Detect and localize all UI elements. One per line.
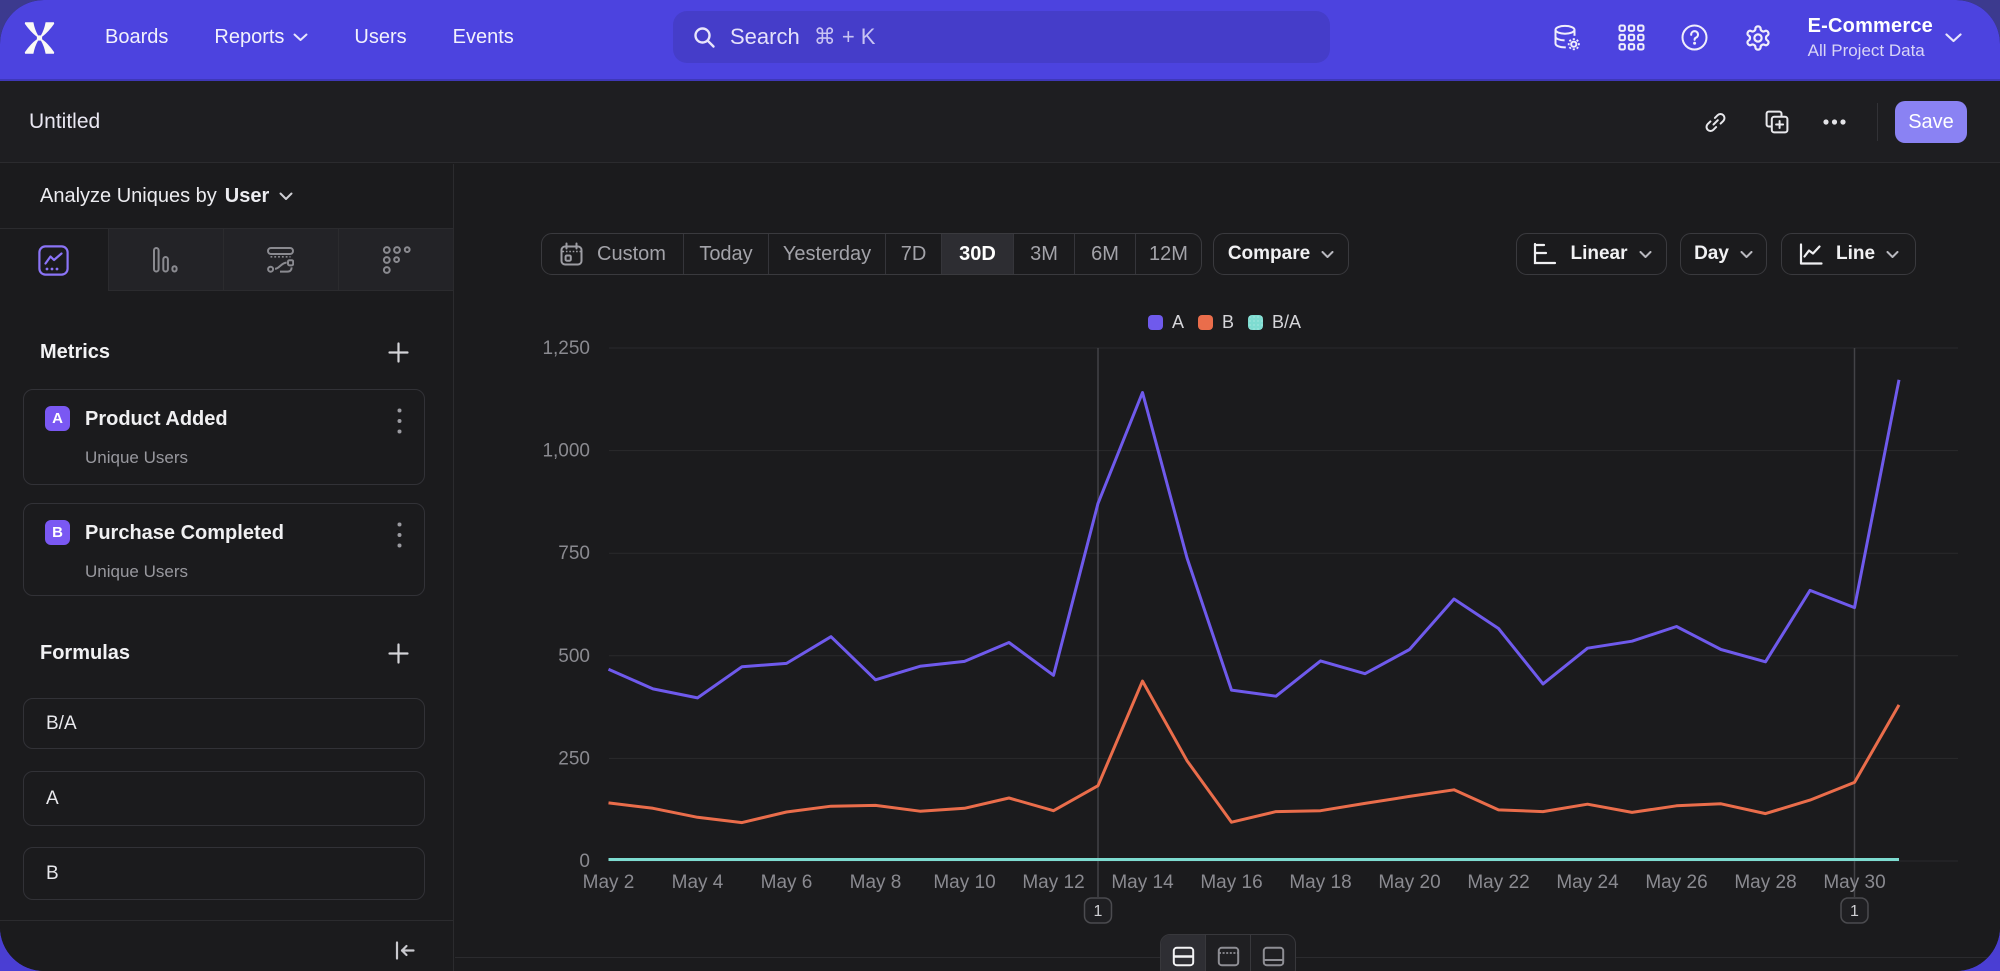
svg-text:May 10: May 10 [933, 872, 995, 893]
svg-text:1,250: 1,250 [542, 338, 590, 359]
svg-text:May 20: May 20 [1378, 872, 1440, 893]
svg-text:May 18: May 18 [1289, 872, 1351, 893]
svg-text:May 28: May 28 [1734, 872, 1796, 893]
svg-text:May 6: May 6 [761, 872, 813, 893]
svg-text:1: 1 [1850, 903, 1859, 920]
svg-text:750: 750 [558, 543, 590, 564]
svg-text:May 14: May 14 [1111, 872, 1174, 893]
svg-text:May 22: May 22 [1467, 872, 1529, 893]
svg-text:May 24: May 24 [1556, 872, 1619, 893]
svg-text:500: 500 [558, 646, 590, 667]
svg-text:May 8: May 8 [850, 872, 902, 893]
svg-text:May 26: May 26 [1645, 872, 1707, 893]
svg-text:May 4: May 4 [672, 872, 724, 893]
svg-text:0: 0 [579, 851, 590, 872]
svg-text:May 30: May 30 [1823, 872, 1885, 893]
svg-text:May 16: May 16 [1200, 872, 1262, 893]
svg-text:May 2: May 2 [583, 872, 635, 893]
svg-text:1: 1 [1094, 903, 1103, 920]
svg-text:1,000: 1,000 [542, 441, 590, 462]
svg-text:May 12: May 12 [1022, 872, 1084, 893]
svg-text:250: 250 [558, 748, 590, 769]
